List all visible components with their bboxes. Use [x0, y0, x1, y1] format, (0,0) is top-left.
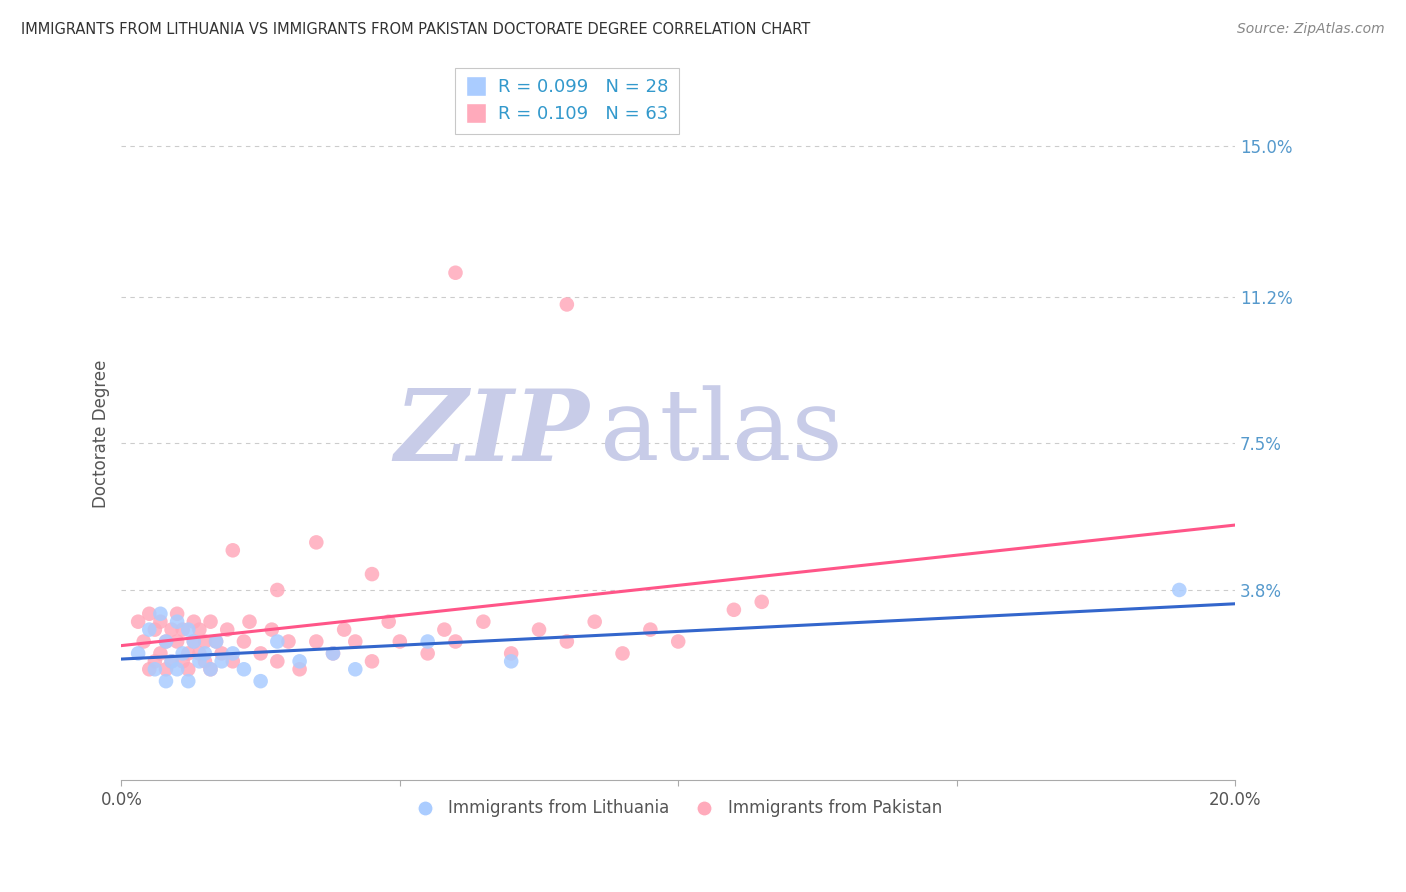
- Point: [416, 647, 439, 661]
- Point: [444, 266, 467, 280]
- Point: [188, 623, 211, 637]
- Point: [177, 662, 200, 676]
- Point: [344, 662, 367, 676]
- Point: [217, 623, 239, 637]
- Point: [172, 647, 194, 661]
- Point: [194, 654, 217, 668]
- Text: ZIP: ZIP: [394, 385, 589, 482]
- Point: [723, 603, 745, 617]
- Point: [305, 535, 328, 549]
- Point: [200, 662, 222, 676]
- Point: [249, 647, 271, 661]
- Point: [444, 634, 467, 648]
- Point: [211, 654, 233, 668]
- Point: [322, 647, 344, 661]
- Y-axis label: Doctorate Degree: Doctorate Degree: [93, 359, 110, 508]
- Point: [377, 615, 399, 629]
- Point: [177, 623, 200, 637]
- Point: [200, 662, 222, 676]
- Point: [166, 615, 188, 629]
- Point: [288, 662, 311, 676]
- Point: [249, 674, 271, 689]
- Point: [433, 623, 456, 637]
- Point: [266, 634, 288, 648]
- Point: [127, 647, 149, 661]
- Point: [501, 647, 523, 661]
- Point: [138, 623, 160, 637]
- Point: [155, 634, 177, 648]
- Point: [416, 634, 439, 648]
- Point: [138, 607, 160, 621]
- Point: [166, 662, 188, 676]
- Point: [288, 654, 311, 668]
- Point: [751, 595, 773, 609]
- Point: [132, 634, 155, 648]
- Text: Source: ZipAtlas.com: Source: ZipAtlas.com: [1237, 22, 1385, 37]
- Point: [222, 654, 245, 668]
- Point: [155, 634, 177, 648]
- Point: [527, 623, 550, 637]
- Legend: Immigrants from Lithuania, Immigrants from Pakistan: Immigrants from Lithuania, Immigrants fr…: [408, 793, 949, 824]
- Point: [555, 634, 578, 648]
- Point: [305, 634, 328, 648]
- Point: [211, 647, 233, 661]
- Point: [127, 615, 149, 629]
- Point: [361, 567, 384, 582]
- Point: [1168, 582, 1191, 597]
- Point: [183, 634, 205, 648]
- Point: [149, 615, 172, 629]
- Point: [666, 634, 689, 648]
- Point: [238, 615, 260, 629]
- Point: [222, 647, 245, 661]
- Point: [166, 634, 188, 648]
- Point: [640, 623, 662, 637]
- Point: [472, 615, 495, 629]
- Point: [177, 674, 200, 689]
- Point: [149, 607, 172, 621]
- Point: [266, 654, 288, 668]
- Point: [232, 662, 254, 676]
- Point: [322, 647, 344, 661]
- Point: [143, 654, 166, 668]
- Point: [333, 623, 356, 637]
- Point: [194, 647, 217, 661]
- Point: [138, 662, 160, 676]
- Point: [188, 647, 211, 661]
- Point: [172, 623, 194, 637]
- Point: [205, 634, 228, 648]
- Text: IMMIGRANTS FROM LITHUANIA VS IMMIGRANTS FROM PAKISTAN DOCTORATE DEGREE CORRELATI: IMMIGRANTS FROM LITHUANIA VS IMMIGRANTS …: [21, 22, 810, 37]
- Point: [583, 615, 606, 629]
- Point: [344, 634, 367, 648]
- Point: [188, 654, 211, 668]
- Point: [388, 634, 411, 648]
- Point: [200, 615, 222, 629]
- Point: [361, 654, 384, 668]
- Point: [160, 654, 183, 668]
- Point: [266, 582, 288, 597]
- Point: [222, 543, 245, 558]
- Point: [143, 662, 166, 676]
- Point: [160, 623, 183, 637]
- Text: atlas: atlas: [600, 385, 844, 481]
- Point: [177, 647, 200, 661]
- Point: [166, 607, 188, 621]
- Point: [183, 615, 205, 629]
- Point: [155, 662, 177, 676]
- Point: [277, 634, 299, 648]
- Point: [172, 654, 194, 668]
- Point: [183, 634, 205, 648]
- Point: [612, 647, 634, 661]
- Point: [155, 674, 177, 689]
- Point: [143, 623, 166, 637]
- Point: [194, 634, 217, 648]
- Point: [501, 654, 523, 668]
- Point: [555, 297, 578, 311]
- Point: [205, 634, 228, 648]
- Point: [149, 647, 172, 661]
- Point: [232, 634, 254, 648]
- Point: [260, 623, 283, 637]
- Point: [160, 654, 183, 668]
